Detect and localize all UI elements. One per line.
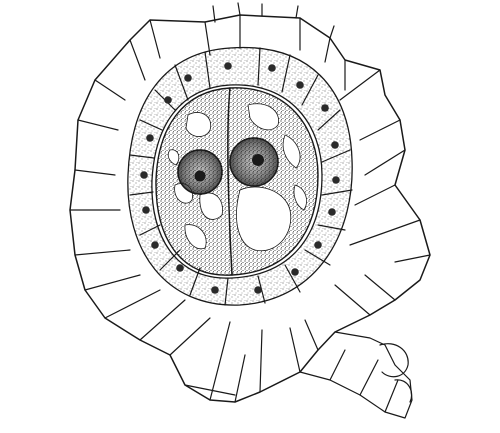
central-dividing-wall [227, 87, 233, 276]
inner-cell-ring [127, 46, 353, 306]
outer-cell-walls [69, 14, 431, 403]
ring-cell-walls [129, 47, 353, 306]
outer-tissue-boundary [69, 14, 431, 403]
lower-lobe-cells [299, 331, 413, 419]
surface-hairs [212, 2, 335, 39]
ring-cell-nuclei [140, 62, 340, 294]
large-nucleus-left [177, 149, 223, 195]
large-nucleus-right [229, 137, 279, 187]
